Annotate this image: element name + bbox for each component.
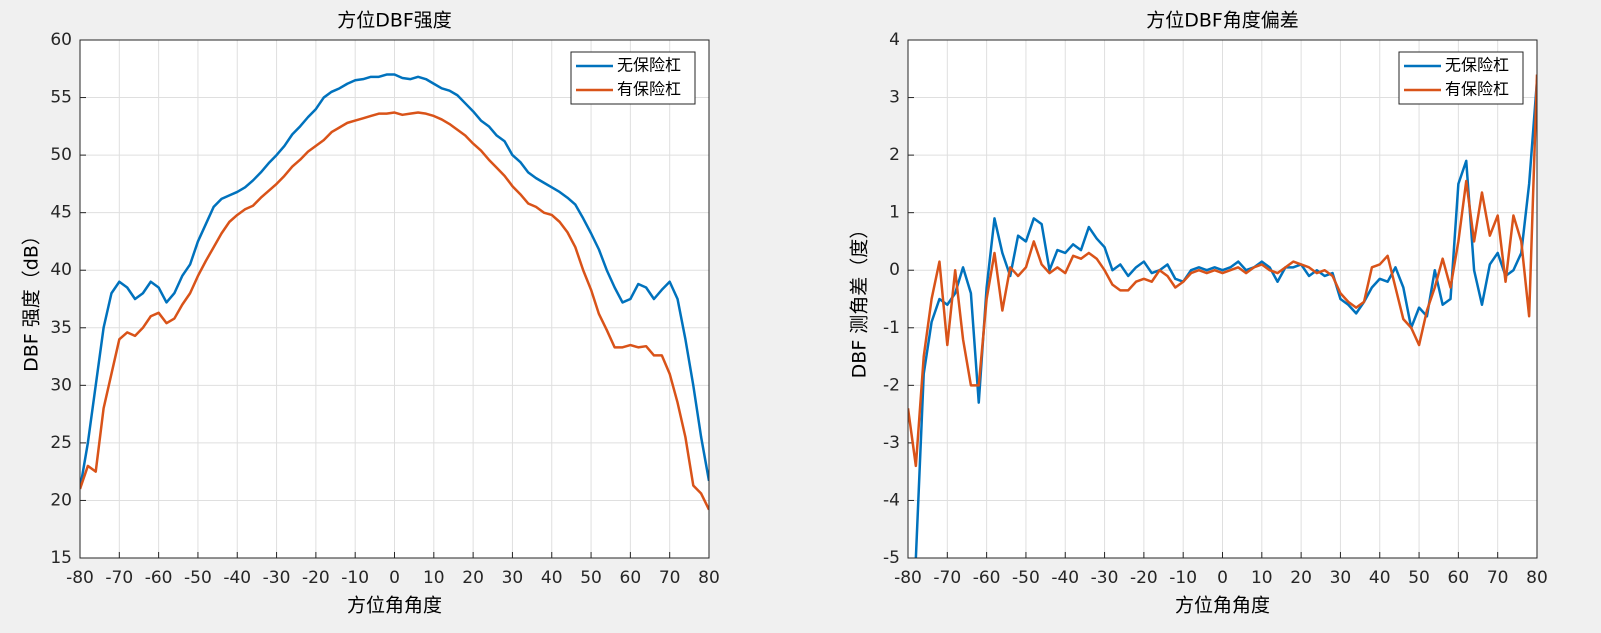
y-tick-label: 2 — [889, 145, 900, 165]
x-tick-label: 80 — [698, 568, 720, 588]
x-tick-label: 10 — [1251, 568, 1273, 588]
x-tick-label: 60 — [1448, 568, 1470, 588]
y-tick-label: 3 — [889, 88, 900, 108]
x-tick-label: -70 — [933, 568, 961, 588]
y-tick-label: 55 — [50, 88, 72, 108]
x-tick-label: 40 — [1369, 568, 1391, 588]
y-tick-label: 20 — [50, 490, 72, 510]
axes-box — [79, 39, 710, 559]
y-tick-label: 60 — [50, 30, 72, 50]
x-tick-label: 70 — [659, 568, 681, 588]
y-tick-label: 15 — [50, 548, 72, 568]
y-axis-label: DBF 测角差（度） — [849, 220, 871, 379]
x-tick-label: 50 — [1408, 568, 1430, 588]
legend-box — [570, 51, 696, 105]
y-tick-label: -5 — [883, 548, 900, 568]
y-tick-label: 1 — [889, 203, 900, 223]
x-tick-label: -20 — [302, 568, 330, 588]
x-tick-label: -20 — [1130, 568, 1158, 588]
chart: -80 -70 -60 -50 -40 -30 -20 -10 0 10 20 30 40 50 60 70 8… — [21, 10, 720, 617]
chart-title: 方位DBF角度偏差 — [1146, 10, 1299, 32]
x-tick-label: -50 — [184, 568, 212, 588]
x-tick-label: -30 — [263, 568, 291, 588]
y-tick-label: -4 — [883, 490, 900, 510]
y-axis-label: DBF 强度（dB） — [21, 226, 43, 372]
x-tick-label: 0 — [1217, 568, 1228, 588]
y-tick-label: 40 — [50, 260, 72, 280]
chart: -80 -70 -60 -50 -40 -30 -20 -10 0 10 20 30 40 50 60 70 8… — [849, 10, 1548, 617]
series-line — [914, 80, 1537, 558]
y-tick-label: 35 — [50, 318, 72, 338]
x-tick-label: -40 — [1051, 568, 1079, 588]
x-tick-label: 20 — [1290, 568, 1312, 588]
x-tick-label: 10 — [423, 568, 445, 588]
x-tick-label: -70 — [105, 568, 133, 588]
x-tick-label: 60 — [620, 568, 642, 588]
x-axis-label: 方位角角度 — [1175, 595, 1270, 617]
x-tick-label: 30 — [502, 568, 524, 588]
x-tick-label: 20 — [462, 568, 484, 588]
x-tick-label: -50 — [1012, 568, 1040, 588]
x-tick-label: -80 — [66, 568, 94, 588]
legend-label: 有保险杠 — [617, 80, 681, 99]
chart-title: 方位DBF强度 — [337, 10, 452, 32]
y-tick-label: 30 — [50, 375, 72, 395]
axes-box — [907, 39, 1538, 559]
series-line — [80, 111, 709, 511]
y-tick-label: -3 — [883, 433, 900, 453]
y-tick-label: 25 — [50, 433, 72, 453]
y-tick-label: 4 — [889, 30, 900, 50]
x-tick-label: -10 — [1169, 568, 1197, 588]
legend-label: 有保险杠 — [1445, 80, 1509, 99]
x-tick-label: -10 — [341, 568, 369, 588]
legend-box — [1398, 51, 1524, 105]
x-tick-label: -30 — [1091, 568, 1119, 588]
x-tick-label: 80 — [1526, 568, 1548, 588]
series-line — [908, 74, 1537, 468]
x-tick-label: -60 — [145, 568, 173, 588]
y-tick-label: 45 — [50, 203, 72, 223]
x-axis-label: 方位角角度 — [347, 595, 442, 617]
series-line — [80, 73, 709, 490]
y-tick-label: -1 — [883, 318, 900, 338]
x-tick-label: -60 — [973, 568, 1001, 588]
y-tick-label: -2 — [883, 375, 900, 395]
x-tick-label: 40 — [541, 568, 563, 588]
legend-label: 无保险杠 — [1445, 56, 1509, 75]
x-tick-label: 30 — [1330, 568, 1352, 588]
y-tick-label: 0 — [889, 260, 900, 280]
y-tick-label: 50 — [50, 145, 72, 165]
x-tick-label: 50 — [580, 568, 602, 588]
x-tick-label: -80 — [894, 568, 922, 588]
x-tick-label: 70 — [1487, 568, 1509, 588]
legend-label: 无保险杠 — [617, 56, 681, 75]
x-tick-label: 0 — [389, 568, 400, 588]
x-tick-label: -40 — [223, 568, 251, 588]
